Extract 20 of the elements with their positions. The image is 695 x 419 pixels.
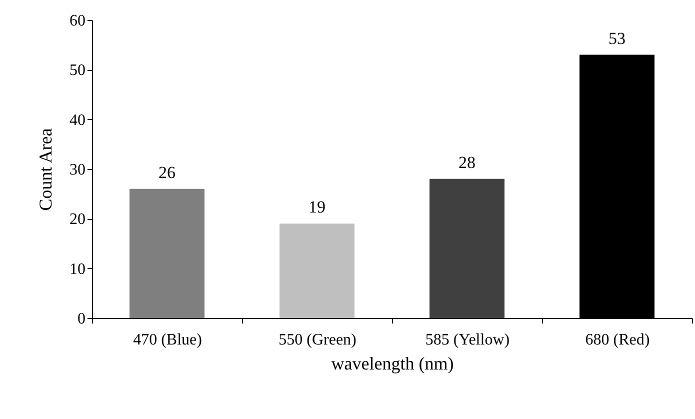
bar xyxy=(280,224,354,318)
x-tick-label: 470 (Blue) xyxy=(133,332,202,348)
y-tick-label: 10 xyxy=(70,260,86,278)
x-tick-label: 550 (Green) xyxy=(278,332,356,348)
x-axis-title: wavelength (nm) xyxy=(331,354,454,374)
y-tick-label: 50 xyxy=(70,62,86,80)
y-tick-label: 40 xyxy=(70,112,86,129)
data-label: 53 xyxy=(608,28,626,48)
bar xyxy=(430,178,504,318)
x-tick-label: 680 (Red) xyxy=(585,332,650,348)
y-tick-label: 20 xyxy=(70,211,86,228)
y-tick-label: 30 xyxy=(70,162,86,178)
data-label: 28 xyxy=(458,152,476,172)
data-label: 26 xyxy=(158,162,176,182)
data-label: 19 xyxy=(308,198,326,217)
y-axis-title: Count Area xyxy=(36,128,56,211)
y-tick-label: 0 xyxy=(78,310,86,328)
y-tick-label: 60 xyxy=(70,12,86,30)
x-tick-label: 585 (Yellow) xyxy=(425,332,510,348)
bar xyxy=(130,188,204,318)
